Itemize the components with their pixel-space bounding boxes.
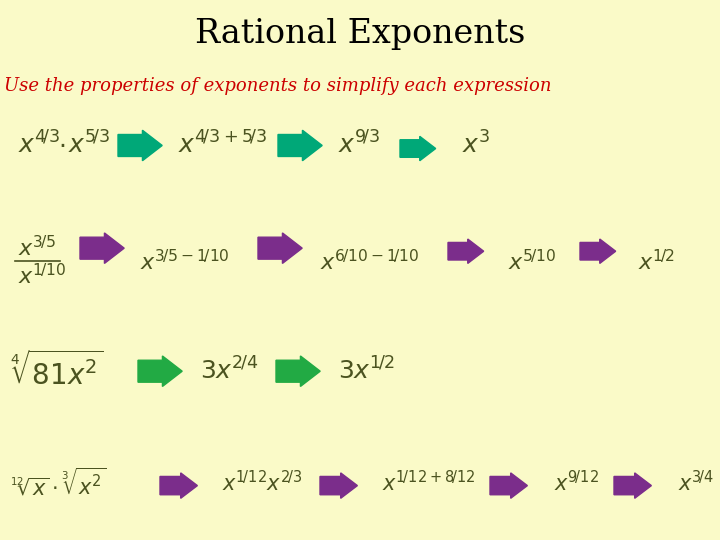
Text: $\sqrt[4]{81x^2}$: $\sqrt[4]{81x^2}$ — [10, 352, 104, 391]
Text: $x^{5\!/10}$: $x^{5\!/10}$ — [508, 249, 556, 274]
Text: Use the properties of exponents to simplify each expression: Use the properties of exponents to simpl… — [4, 77, 552, 96]
Text: $x^{3\!/5}$: $x^{3\!/5}$ — [18, 234, 56, 260]
Text: $x^{6\!/10-1\!/10}$: $x^{6\!/10-1\!/10}$ — [320, 249, 420, 274]
Text: $\sqrt[12]{x} \cdot \sqrt[3]{x^2}$: $\sqrt[12]{x} \cdot \sqrt[3]{x^2}$ — [10, 467, 106, 499]
Text: $\cdot$: $\cdot$ — [58, 133, 66, 158]
Text: $x^{3}$: $x^{3}$ — [462, 132, 490, 159]
Text: $x^{1\!/12+8\!/12}$: $x^{1\!/12+8\!/12}$ — [382, 470, 475, 496]
FancyArrow shape — [160, 473, 197, 498]
Text: $x^{3\!/5-1\!/10}$: $x^{3\!/5-1\!/10}$ — [140, 249, 230, 274]
FancyArrow shape — [320, 473, 357, 498]
Text: $3x^{2\!/4}$: $3x^{2\!/4}$ — [200, 357, 258, 385]
Text: $x^{9\!/3}$: $x^{9\!/3}$ — [338, 132, 380, 159]
FancyArrow shape — [580, 239, 616, 264]
Text: $x^{1\!/10}$: $x^{1\!/10}$ — [18, 263, 66, 288]
FancyArrow shape — [448, 239, 484, 264]
Text: $3x^{1\!/2}$: $3x^{1\!/2}$ — [338, 357, 395, 385]
Text: $x^{4\!/3}$: $x^{4\!/3}$ — [18, 132, 60, 159]
FancyArrow shape — [276, 356, 320, 387]
Text: $x^{1\!/12}x^{2\!/3}$: $x^{1\!/12}x^{2\!/3}$ — [222, 470, 302, 496]
FancyArrow shape — [138, 356, 182, 387]
Text: $x^{5\!/3}$: $x^{5\!/3}$ — [68, 132, 110, 159]
FancyArrow shape — [258, 233, 302, 264]
FancyArrow shape — [490, 473, 527, 498]
FancyArrow shape — [278, 130, 323, 161]
Text: $x^{4\!/3+5\!/3}$: $x^{4\!/3+5\!/3}$ — [178, 132, 267, 159]
FancyArrow shape — [614, 473, 652, 498]
FancyArrow shape — [118, 130, 162, 161]
Text: $x^{1\!/2}$: $x^{1\!/2}$ — [638, 249, 675, 274]
Text: $x^{3\!/4}$: $x^{3\!/4}$ — [678, 470, 714, 496]
FancyArrow shape — [400, 136, 436, 161]
Text: $x^{9\!/12}$: $x^{9\!/12}$ — [554, 470, 599, 496]
FancyArrow shape — [80, 233, 124, 264]
Text: Rational Exponents: Rational Exponents — [195, 18, 525, 50]
